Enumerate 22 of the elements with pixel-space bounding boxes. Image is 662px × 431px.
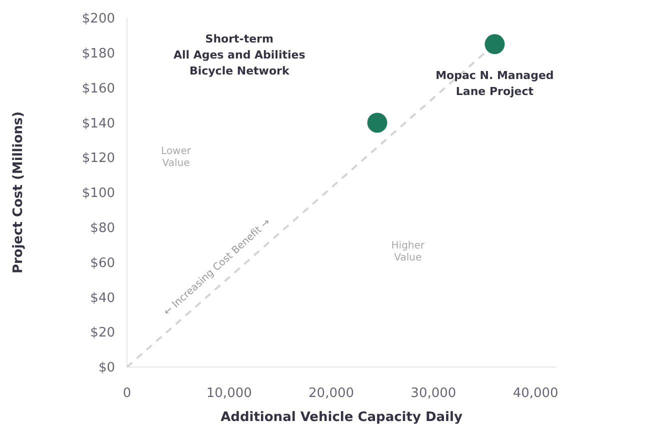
x-tick-label: 20,000 bbox=[308, 386, 354, 401]
x-tick-label: 0 bbox=[122, 386, 132, 401]
y-tick-label: $60 bbox=[90, 256, 115, 271]
y-tick-label: $40 bbox=[90, 290, 115, 306]
annotation: Higher Value bbox=[391, 240, 426, 264]
x-tick-label: 10,000 bbox=[206, 386, 252, 401]
y-tick-label: $100 bbox=[82, 186, 115, 202]
x-tick-label: 40,000 bbox=[512, 386, 558, 401]
y-tick-label: $200 bbox=[82, 12, 115, 27]
y-tick-label: $140 bbox=[82, 116, 115, 132]
annotation: Lower Value bbox=[161, 146, 192, 170]
y-axis-title: Project Cost (Millions) bbox=[11, 111, 26, 274]
annotation: Short-term All Ages and Abilities Bicycle Network bbox=[173, 32, 306, 78]
y-tick-label: $120 bbox=[82, 151, 115, 166]
y-tick-label: $20 bbox=[90, 326, 115, 341]
y-tick-label: $160 bbox=[82, 81, 115, 96]
x-axis-title: Additional Vehicle Capacity Daily bbox=[220, 410, 463, 425]
y-tick-label: $80 bbox=[90, 220, 115, 236]
y-tick-label: $180 bbox=[82, 46, 115, 62]
x-tick-label: 30,000 bbox=[410, 386, 456, 401]
y-tick-label: $0 bbox=[98, 360, 115, 376]
annotation: Mopac N. Managed Lane Project bbox=[436, 69, 554, 98]
